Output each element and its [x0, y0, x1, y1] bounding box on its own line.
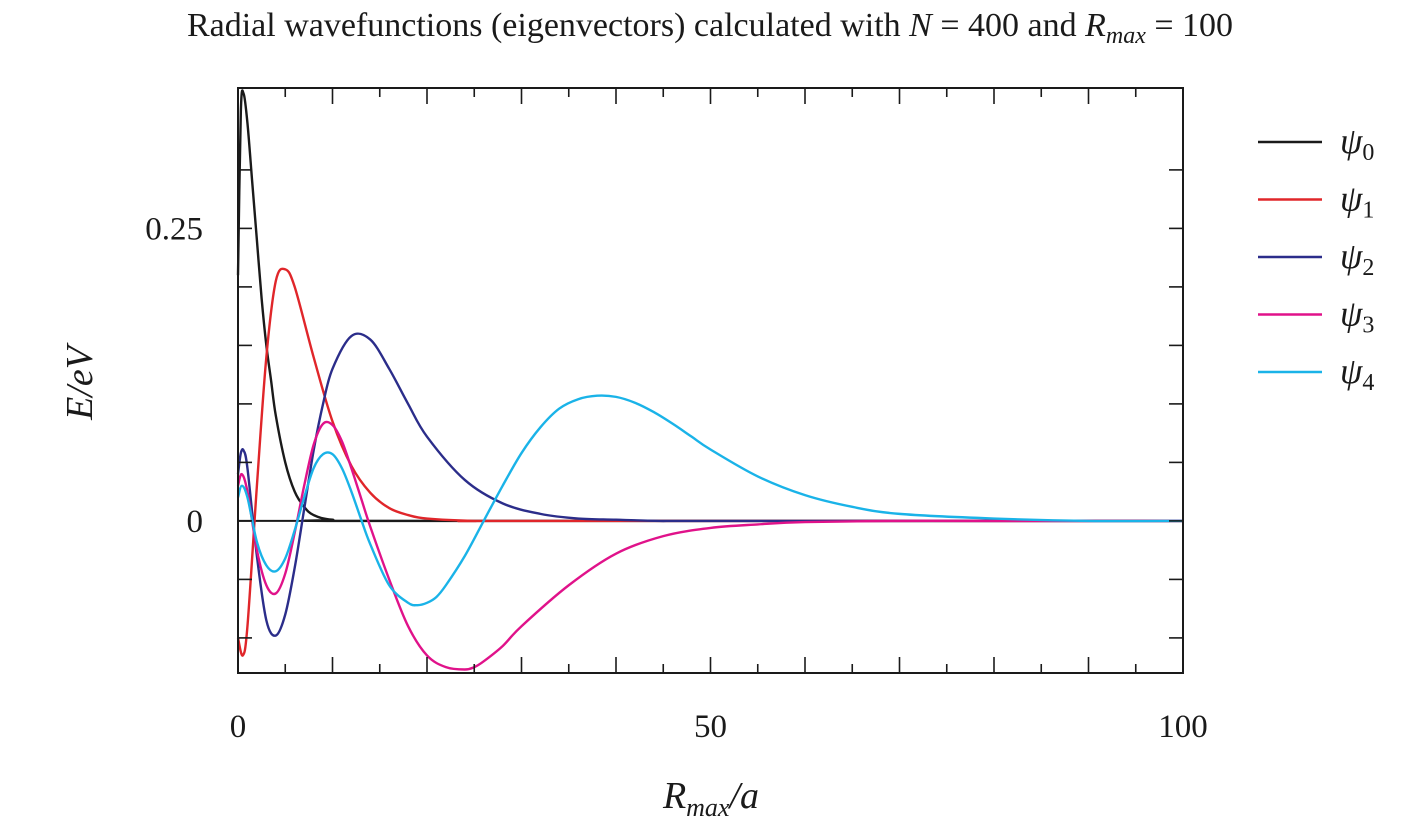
axis-tick-labels: 0 50 100 0 0.25	[145, 211, 1208, 745]
x-axis-label: Rmax/a	[662, 775, 759, 819]
series-line-psi-3	[236, 420, 1184, 671]
chart-title-n-eq: = 400 and	[932, 7, 1085, 44]
y-tick-label: 0	[187, 504, 204, 540]
y-tick-label: 0.25	[145, 211, 203, 247]
axis-ticks	[237, 88, 1184, 673]
chart-title-r-symbol: R	[1084, 7, 1106, 44]
x-tick-label: 50	[694, 709, 727, 745]
series-line-psi-0	[236, 89, 1184, 523]
legend-label-psi-3: ψ3	[1340, 294, 1374, 339]
x-tick-label: 0	[230, 709, 247, 745]
legend-label-psi-2: ψ2	[1340, 236, 1374, 281]
chart-title-r-sub: max	[1106, 23, 1146, 49]
legend-label-psi-0: ψ0	[1340, 121, 1374, 166]
legend-label-psi-4: ψ4	[1340, 351, 1374, 396]
series-line-psi-4	[236, 394, 1184, 607]
chart-title-r-eq: = 100	[1146, 7, 1233, 44]
chart-title-prefix: Radial wavefunctions (eigenvectors) calc…	[187, 7, 909, 44]
x-axis-label-rest: /a	[727, 775, 759, 817]
chart-title: Radial wavefunctions (eigenvectors) calc…	[187, 7, 1233, 49]
x-axis-label-base: R	[662, 775, 686, 817]
x-axis-label-sub: max	[686, 793, 730, 819]
plot-lines	[236, 89, 1184, 671]
legend-label-psi-1: ψ1	[1340, 179, 1374, 224]
plot-frame	[237, 87, 1184, 674]
chart-title-n-symbol: N	[908, 7, 934, 44]
series-line-psi-2	[236, 332, 1184, 637]
series-line-psi-1	[236, 267, 1184, 657]
x-tick-label: 100	[1158, 709, 1208, 745]
y-axis-label: E/eV	[59, 342, 101, 421]
legend: ψ0 ψ1 ψ2 ψ3 ψ4	[1258, 121, 1374, 396]
